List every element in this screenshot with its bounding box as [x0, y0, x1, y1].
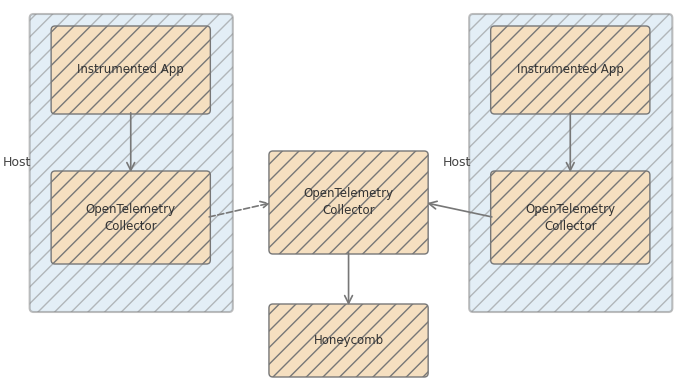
- Text: Honeycomb: Honeycomb: [313, 334, 383, 347]
- Text: OpenTelemetry
Collector: OpenTelemetry Collector: [526, 203, 616, 232]
- FancyBboxPatch shape: [30, 14, 233, 312]
- FancyBboxPatch shape: [491, 26, 650, 114]
- FancyBboxPatch shape: [51, 171, 210, 264]
- Text: Host: Host: [442, 156, 471, 170]
- Text: Host: Host: [3, 156, 32, 170]
- Text: OpenTelemetry
Collector: OpenTelemetry Collector: [304, 187, 394, 218]
- FancyBboxPatch shape: [491, 171, 650, 264]
- Text: Instrumented App: Instrumented App: [517, 64, 624, 76]
- Text: Instrumented App: Instrumented App: [78, 64, 184, 76]
- FancyBboxPatch shape: [51, 26, 210, 114]
- FancyBboxPatch shape: [269, 151, 428, 254]
- FancyBboxPatch shape: [269, 304, 428, 377]
- FancyBboxPatch shape: [469, 14, 673, 312]
- Text: OpenTelemetry
Collector: OpenTelemetry Collector: [86, 203, 176, 232]
